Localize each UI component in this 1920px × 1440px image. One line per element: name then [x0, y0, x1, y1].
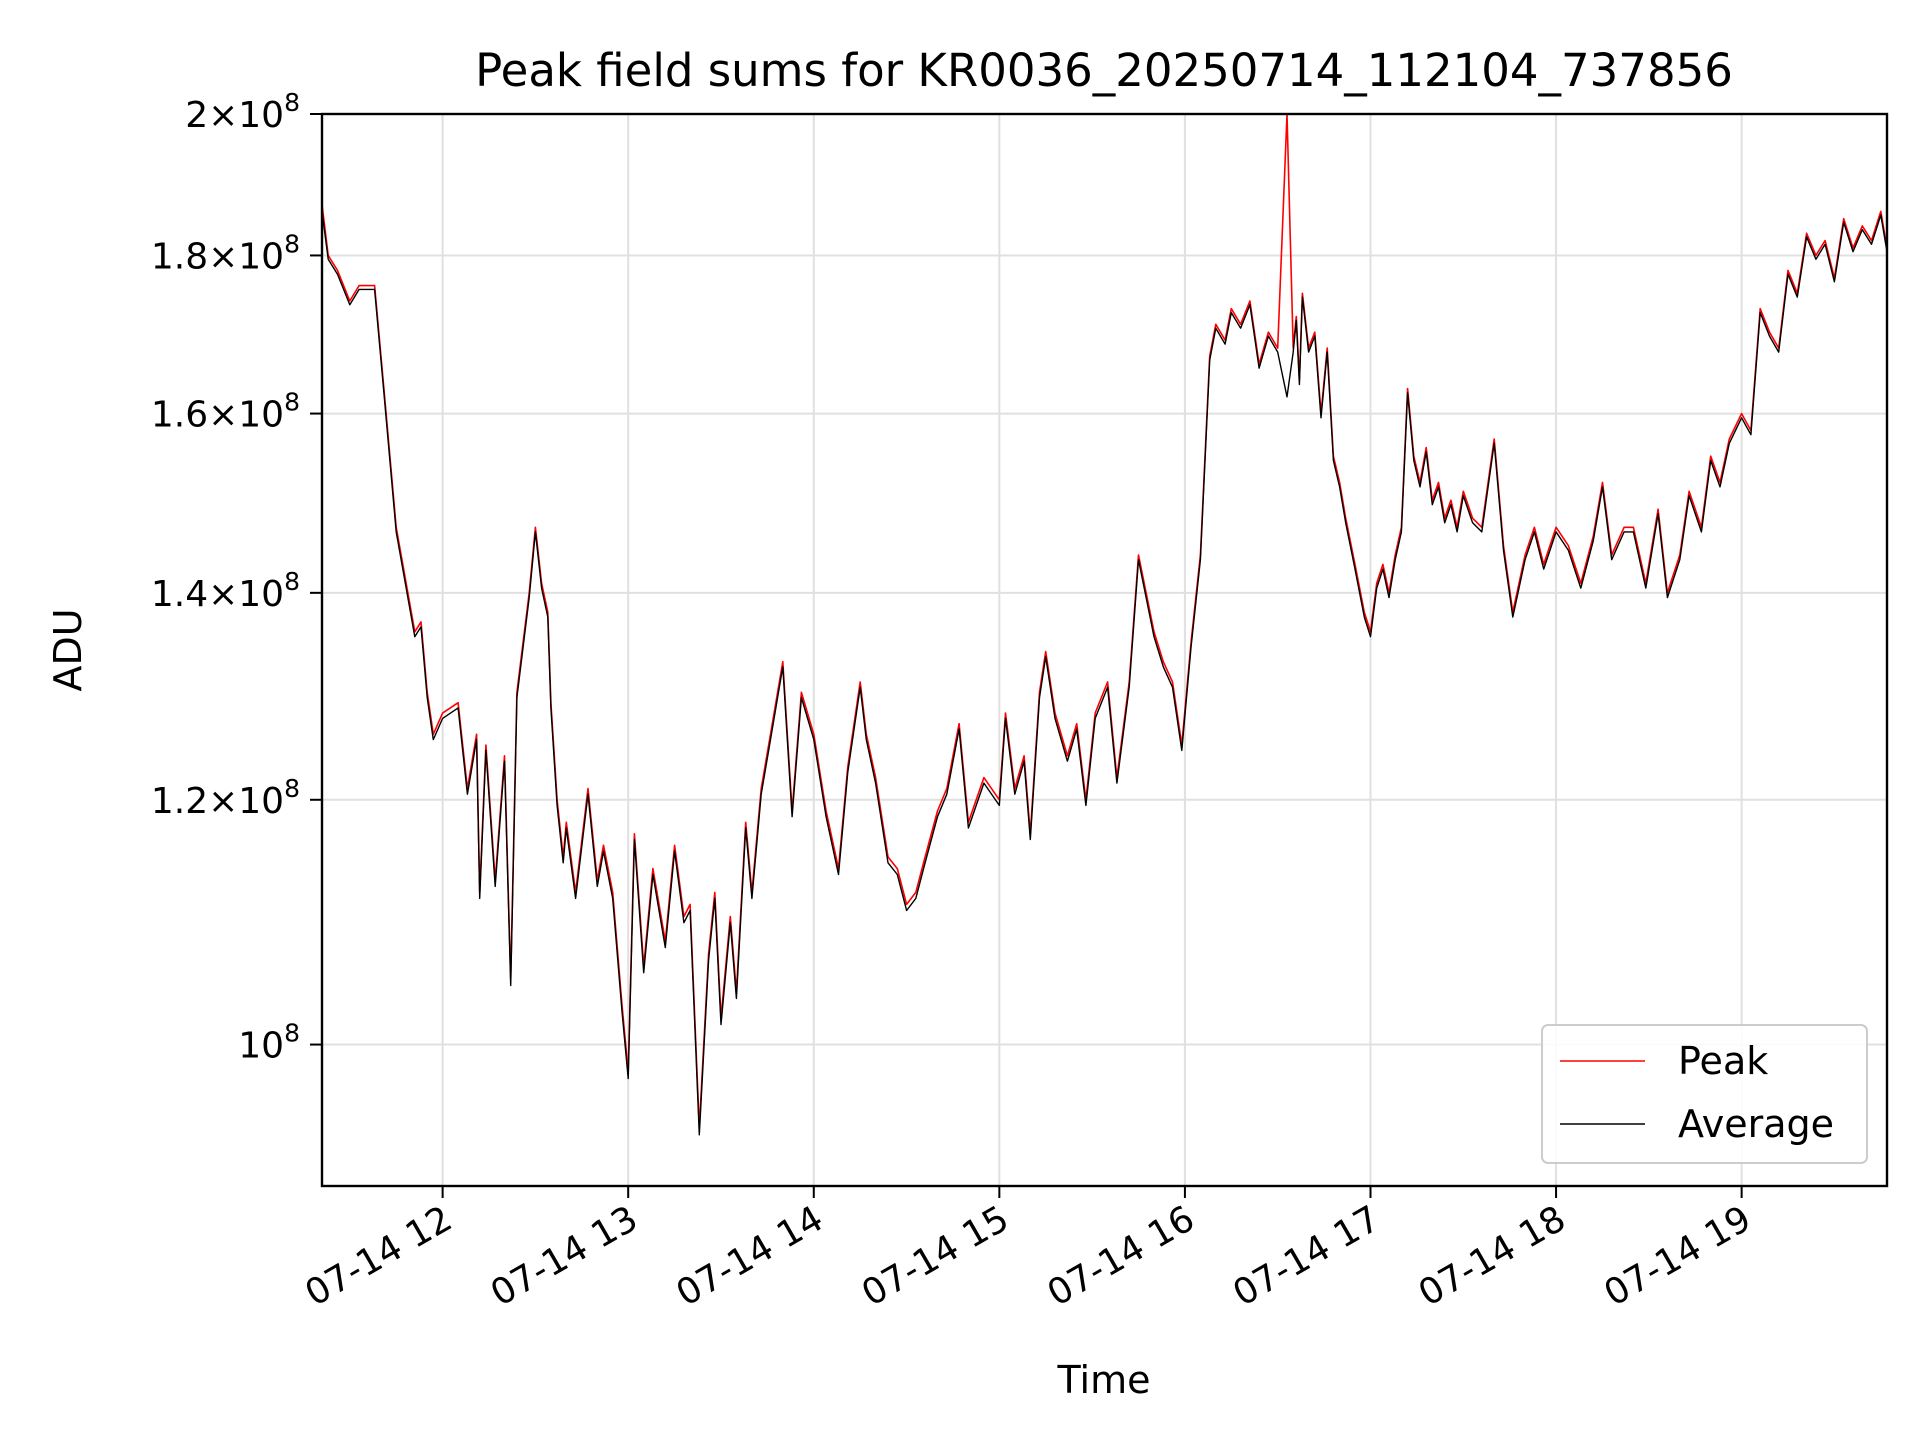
y-tick-label: 108 — [238, 1019, 300, 1067]
y-tick-label: 1.6×108 — [151, 388, 300, 436]
x-axis: 07-14 12 07-14 13 07-14 14 07-14 15 07-14 16… — [298, 1186, 1758, 1315]
axes-frame — [320, 112, 1889, 1188]
x-tick-label: 07-14 16 — [1041, 1198, 1202, 1314]
chart-title: Peak field sums for KR0036_20250714_1121… — [475, 44, 1733, 97]
y-tick-label: 1.4×108 — [151, 567, 300, 615]
y-tick-label: 1.8×108 — [151, 229, 300, 277]
legend-frame — [1541, 1024, 1868, 1164]
x-tick-label: 07-14 18 — [1412, 1198, 1573, 1314]
y-tick-label: 1.2×108 — [151, 774, 300, 822]
legend-label-average: Average — [1678, 1102, 1834, 1146]
x-tick-label: 07-14 19 — [1597, 1198, 1758, 1314]
x-tick-label: 07-14 14 — [670, 1198, 831, 1314]
x-tick-label: 07-14 13 — [484, 1198, 645, 1314]
x-tick-label: 07-14 12 — [298, 1198, 459, 1314]
legend: Peak Average — [1541, 1024, 1868, 1164]
series-line-peak — [322, 114, 1887, 1129]
x-tick-label: 07-14 15 — [855, 1198, 1016, 1314]
y-tick-label: 2×108 — [185, 88, 300, 136]
x-axis-label: Time — [1057, 1358, 1151, 1402]
y-axis-label: ADU — [46, 608, 90, 691]
plot-area — [322, 114, 1887, 1136]
legend-label-peak: Peak — [1678, 1039, 1768, 1083]
series-line-average — [322, 211, 1887, 1136]
y-axis: 108 1.2×108 1.4×108 1.6×108 1.8×108 2×108 — [151, 88, 322, 1067]
x-tick-label: 07-14 17 — [1226, 1198, 1387, 1314]
